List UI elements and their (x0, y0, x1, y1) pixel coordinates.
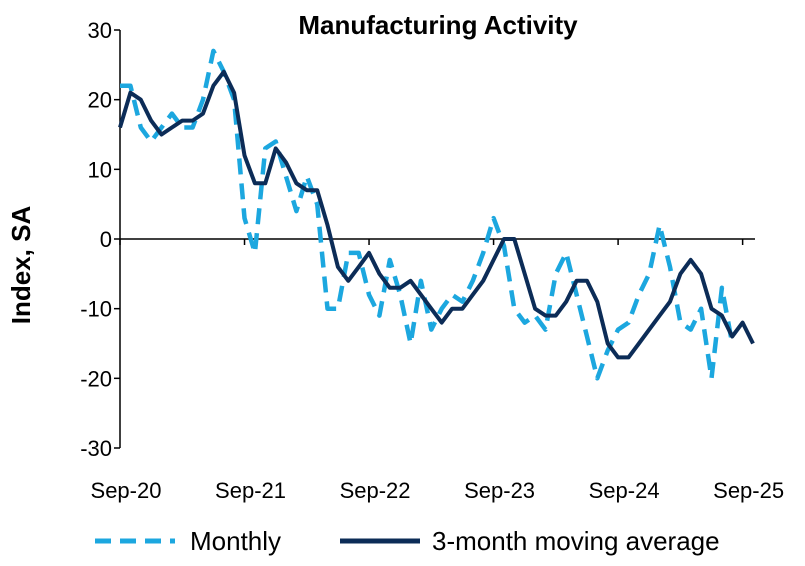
x-tick-label: Sep-20 (91, 478, 162, 503)
x-tick-label: Sep-21 (215, 478, 286, 503)
y-tick-label: -20 (80, 366, 112, 391)
y-tick-label: -10 (80, 297, 112, 322)
series-layer (118, 48, 755, 381)
y-tick-label: 10 (88, 157, 112, 182)
legend: Monthly 3-month moving average (95, 526, 720, 556)
y-tick-label: 0 (100, 227, 112, 252)
x-tick-label: Sep-23 (464, 478, 535, 503)
y-axis-label: Index, SA (6, 206, 36, 325)
chart-title: Manufacturing Activity (298, 10, 578, 40)
legend-label-moving-average: 3-month moving average (432, 526, 720, 556)
axes: -30 -20 -10 0 10 20 30 Sep-20 Sep-21 Sep-22 Sep-23… (80, 18, 784, 503)
series-line-monthly (120, 48, 735, 381)
y-tick-label: 30 (88, 18, 112, 43)
x-tick-label: Sep-22 (340, 478, 411, 503)
series-line-moving-average (118, 69, 755, 360)
y-tick-label: -30 (80, 436, 112, 461)
x-tick-label: Sep-24 (589, 478, 660, 503)
x-tick-label: Sep-25 (713, 478, 784, 503)
y-tick-label: 20 (88, 88, 112, 113)
legend-label-monthly: Monthly (190, 526, 281, 556)
